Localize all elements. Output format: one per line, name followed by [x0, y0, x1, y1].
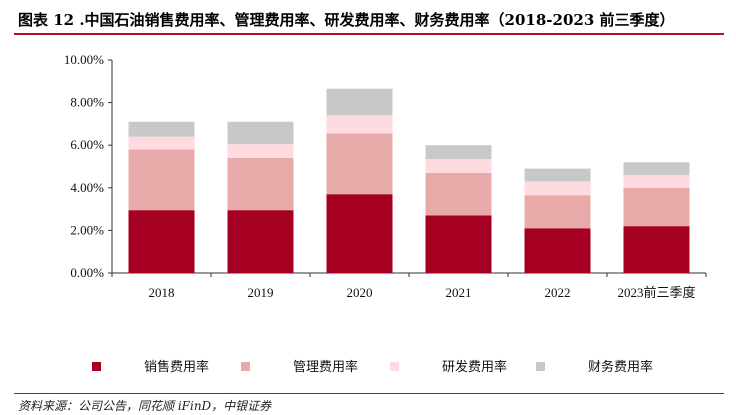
bar-segment: [425, 159, 492, 173]
legend: 销售费用率 管理费用率 研发费用率 财务费用率: [92, 359, 653, 375]
bar-segment: [623, 187, 690, 227]
bar-segment: [623, 226, 690, 273]
legend-label: 销售费用率: [144, 359, 209, 375]
legend-label: 研发费用率: [442, 359, 507, 375]
bar-segment: [128, 121, 195, 137]
axes: [108, 59, 707, 277]
bar-segment: [623, 175, 690, 188]
x-tick-label: 2019: [248, 285, 274, 300]
y-tick-label: 6.00%: [70, 137, 104, 152]
y-tick-label: 2.00%: [70, 222, 104, 237]
bar-segment: [425, 172, 492, 216]
x-tick-label: 2022: [545, 285, 571, 300]
source-divider: [14, 393, 724, 394]
y-tick-label: 10.00%: [64, 52, 104, 67]
y-tick-label: 4.00%: [70, 180, 104, 195]
legend-swatch: [92, 362, 101, 371]
bar-segment: [326, 194, 393, 273]
bar-segment: [128, 210, 195, 273]
source-note: 资料来源：公司公告，同花顺 iFinD，中银证券: [18, 399, 272, 413]
bar-segment: [524, 195, 591, 229]
y-tick-label: 8.00%: [70, 95, 104, 110]
bar-segment: [227, 210, 294, 273]
bar-segment: [425, 145, 492, 160]
bar-segment: [326, 133, 393, 195]
bar-segment: [227, 144, 294, 158]
bar-segment: [425, 215, 492, 273]
bar-segment: [524, 168, 591, 182]
y-tick-label: 0.00%: [70, 265, 104, 280]
x-tick-label: 2020: [347, 285, 373, 300]
y-tick-labels: 0.00% 2.00% 4.00% 6.00% 8.00% 10.00%: [64, 52, 104, 280]
legend-label: 管理费用率: [293, 359, 358, 375]
bar-segment: [326, 115, 393, 134]
legend-swatch: [390, 362, 399, 371]
legend-swatch: [241, 362, 250, 371]
legend-label: 财务费用率: [588, 359, 653, 375]
bar-segment: [524, 228, 591, 273]
x-tick-label: 2018: [149, 285, 175, 300]
bar-segment: [623, 162, 690, 176]
bar-segment: [227, 121, 294, 145]
bar-segment: [128, 136, 195, 150]
x-tick-label: 2023前三季度: [617, 285, 695, 300]
bar-segment: [524, 181, 591, 196]
x-tick-labels: 2018 2019 2020 2021 2022 2023前三季度: [149, 285, 696, 300]
bar-segment: [227, 157, 294, 211]
bar-segment: [128, 149, 195, 211]
legend-swatch: [536, 362, 545, 371]
bars: [128, 88, 690, 273]
x-tick-label: 2021: [446, 285, 472, 300]
title-divider: [14, 33, 724, 35]
chart-title: 图表 12 .中国石油销售费用率、管理费用率、研发费用率、财务费用率（2018-…: [18, 11, 675, 29]
bar-segment: [326, 88, 393, 116]
